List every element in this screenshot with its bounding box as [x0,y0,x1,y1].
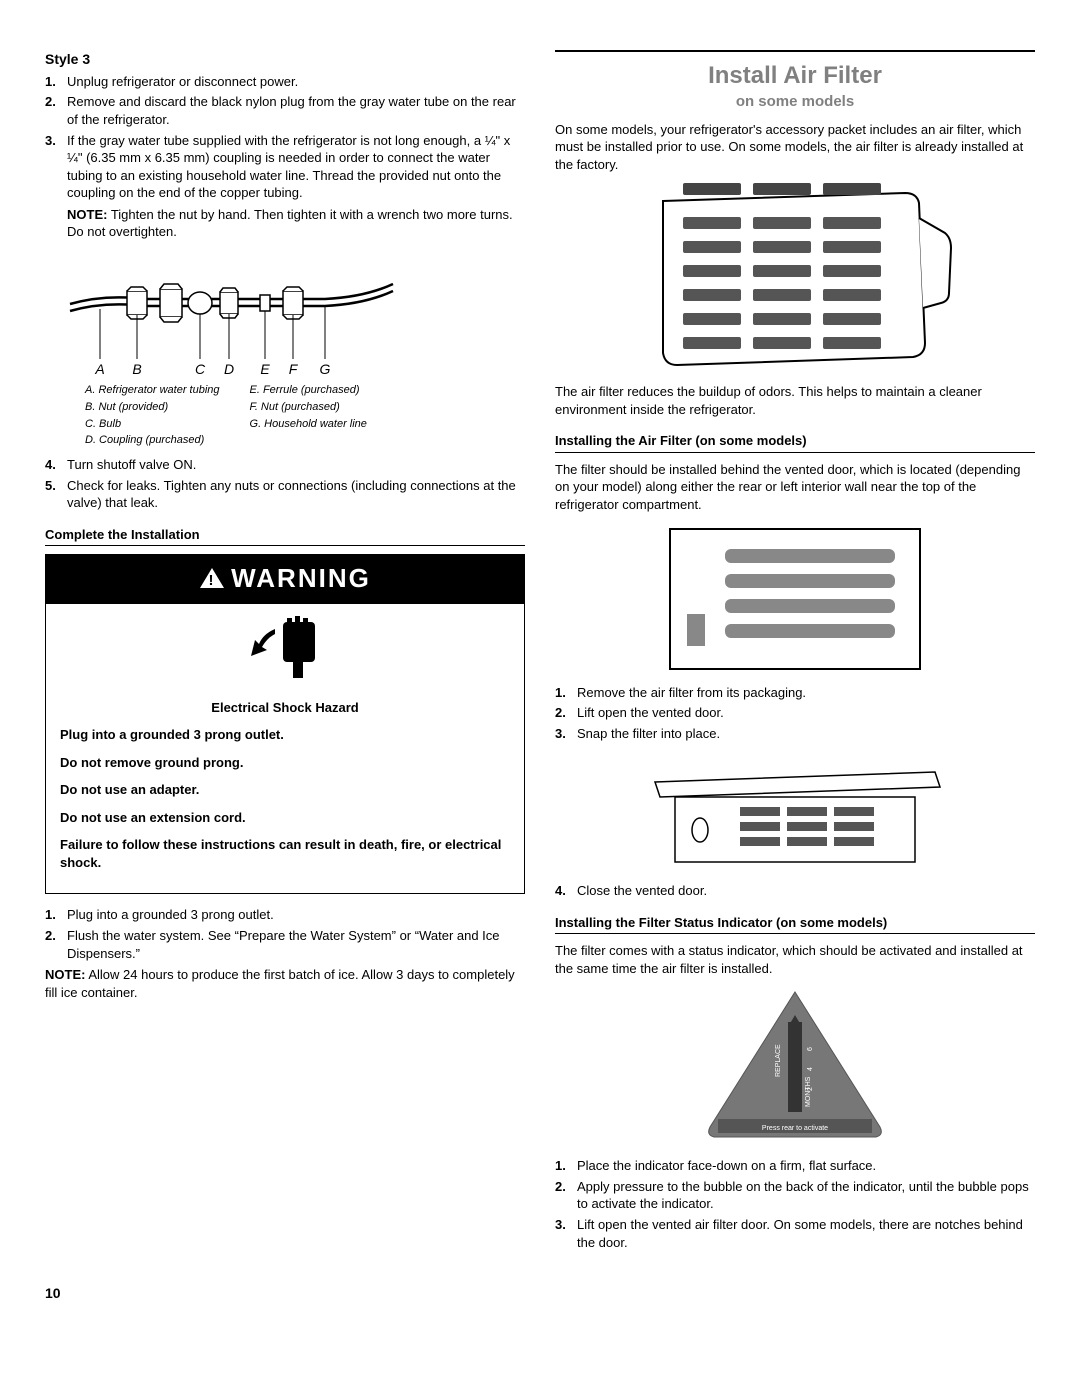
steps-list-1: 1.Unplug refrigerator or disconnect powe… [45,73,525,202]
list-item: 2.Flush the water system. See “Prepare t… [45,927,525,962]
svg-text:Press rear to activate: Press rear to activate [762,1125,828,1132]
list-item: 2.Apply pressure to the bubble on the ba… [555,1178,1035,1213]
intro-para: On some models, your refrigerator's acce… [555,121,1035,174]
warning-header: ! WARNING [46,555,524,604]
steps-list-a: 1.Remove the air filter from its packagi… [555,684,1035,743]
svg-text:!: ! [209,572,216,589]
list-item: 3.Lift open the vented air filter door. … [555,1216,1035,1251]
list-item: 4.Close the vented door. [555,882,1035,900]
open-door-diagram [555,752,1035,872]
list-item: 1.Remove the air filter from its packagi… [555,684,1035,702]
svg-text:F: F [289,361,299,377]
svg-text:4: 4 [807,1067,814,1071]
steps-list-a4: 4.Close the vented door. [555,882,1035,900]
air-filter-diagram [555,183,1035,373]
coupling-diagram: A B C D E F G A. Refrigerator water tubi… [65,249,525,448]
status-para: The filter comes with a status indicator… [555,942,1035,977]
list-item: 2.Lift open the vented door. [555,704,1035,722]
para-2: The air filter reduces the buildup of od… [555,383,1035,418]
section-title: Install Air Filter [555,60,1035,92]
diagram-legend: A. Refrigerator water tubing B. Nut (pro… [65,383,525,448]
install-para: The filter should be installed behind th… [555,461,1035,514]
list-item: 3.If the gray water tube supplied with t… [45,132,525,202]
steps-list-3: 1.Plug into a grounded 3 prong outlet. 2… [45,906,525,962]
svg-text:A: A [94,361,104,377]
list-item: 1.Place the indicator face-down on a fir… [555,1157,1035,1175]
svg-text:G: G [320,361,331,377]
status-heading: Installing the Filter Status Indicator (… [555,914,1035,935]
steps-list-2: 4.Turn shutoff valve ON. 5.Check for lea… [45,456,525,512]
svg-text:6: 6 [807,1047,814,1051]
shock-hazard-icon [46,604,524,695]
svg-text:REPLACE: REPLACE [775,1044,782,1077]
list-item: 1.Unplug refrigerator or disconnect powe… [45,73,525,91]
list-item: 2.Remove and discard the black nylon plu… [45,93,525,128]
warning-triangle-icon: ! [199,563,225,598]
install-heading: Installing the Air Filter (on some model… [555,432,1035,453]
list-item: 5.Check for leaks. Tighten any nuts or c… [45,477,525,512]
steps-list-b: 1.Place the indicator face-down on a fir… [555,1157,1035,1251]
note-1: NOTE: Tighten the nut by hand. Then tigh… [45,206,525,241]
svg-text:D: D [224,361,234,377]
svg-text:E: E [260,361,270,377]
warning-box: ! WARNING Electrical Shock Hazard Plug i… [45,554,525,894]
svg-text:2: 2 [807,1087,814,1091]
list-item: 3.Snap the filter into place. [555,725,1035,743]
warning-body: Electrical Shock Hazard Plug into a grou… [46,695,524,894]
style-heading: Style 3 [45,50,525,69]
indicator-diagram: Press rear to activate REPLACE MONTHS 2 … [555,987,1035,1147]
list-item: 4.Turn shutoff valve ON. [45,456,525,474]
svg-text:C: C [195,361,206,377]
page-number: 10 [45,1284,1035,1303]
list-item: 1.Plug into a grounded 3 prong outlet. [45,906,525,924]
complete-heading: Complete the Installation [45,526,525,547]
section-subtitle: on some models [555,92,1035,112]
vented-door-diagram [555,524,1035,674]
note-2: NOTE: Allow 24 hours to produce the firs… [45,966,525,1001]
svg-text:B: B [132,361,141,377]
